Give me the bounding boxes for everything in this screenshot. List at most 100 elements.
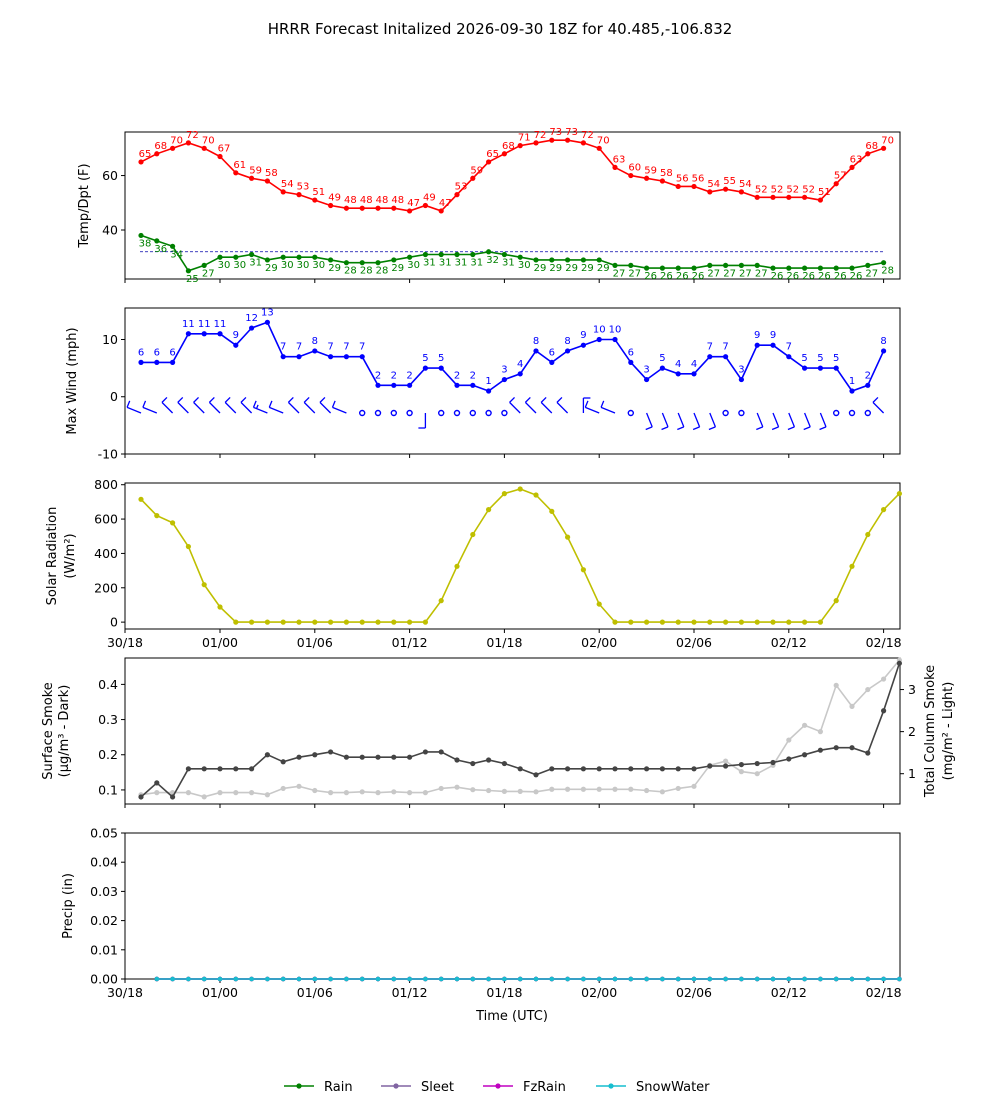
temperature-label: 72 — [534, 130, 547, 141]
dewpoint-label: 29 — [565, 263, 578, 274]
dewpoint-point — [659, 265, 666, 271]
dewpoint-point — [312, 254, 318, 260]
temperature-label: 73 — [549, 127, 562, 138]
y-tick-label: 60 — [102, 168, 118, 183]
wind-barb-flag — [208, 396, 215, 403]
dewpoint-point — [185, 268, 191, 274]
snowwater-point — [375, 976, 381, 982]
dewpoint-point — [802, 265, 808, 271]
wind-barb — [126, 400, 142, 414]
temperature-point — [707, 189, 713, 195]
dewpoint-point — [296, 254, 302, 260]
snowwater-point — [517, 976, 523, 982]
snowwater-point — [312, 976, 318, 982]
x-tick-label: 02/00 — [581, 985, 617, 1000]
wind-barb-shaft — [253, 406, 268, 414]
y-axis-label: (W/m²) — [63, 533, 78, 578]
snowwater-point — [849, 976, 855, 982]
surface-smoke-point — [549, 766, 555, 772]
solar-point — [881, 507, 887, 513]
dewpoint-label: 31 — [455, 258, 468, 269]
dewpoint-label: 27 — [755, 268, 768, 279]
x-axis-label: Time (UTC) — [475, 1009, 548, 1024]
surface-smoke-point — [659, 766, 666, 772]
column-smoke-point — [738, 769, 745, 775]
temperature-label: 70 — [202, 135, 215, 146]
surface-smoke-point — [517, 766, 523, 772]
dewpoint-label: 38 — [139, 238, 152, 249]
temperature-label: 73 — [565, 127, 578, 138]
x-tick-label: 02/00 — [581, 635, 617, 650]
wind-barb-shaft — [240, 401, 253, 414]
column-smoke-point — [201, 794, 207, 800]
max-wind-point — [786, 354, 792, 360]
max-wind-point — [580, 342, 587, 348]
temperature-point — [786, 194, 792, 200]
max-wind-line — [141, 321, 885, 392]
dewpoint-label: 27 — [707, 268, 720, 279]
wind-barb-flag — [771, 426, 779, 431]
temperature-point — [675, 183, 681, 190]
y-axis-label-right: Total Column Smoke — [923, 665, 938, 798]
max-wind-point — [517, 371, 523, 377]
wind-label: 11 — [182, 319, 195, 330]
temperature-label: 68 — [154, 141, 167, 152]
dewpoint-label: 30 — [281, 260, 294, 271]
dewpoint-point — [138, 232, 144, 239]
column-smoke-point — [438, 785, 444, 792]
dewpoint-point — [422, 251, 428, 258]
legend-swatch-marker — [495, 1083, 501, 1089]
wind-barb — [771, 412, 780, 431]
max-wind-point — [754, 342, 760, 348]
wind-barb-shaft — [540, 401, 553, 414]
legend-label: FzRain — [523, 1080, 566, 1095]
max-wind-point — [501, 376, 507, 383]
surface-smoke-point — [391, 754, 397, 760]
temperature-label: 48 — [344, 195, 357, 206]
dewpoint-label: 30 — [312, 260, 325, 271]
dewpoint-label: 26 — [771, 271, 784, 282]
y-tick-label: 0.4 — [98, 677, 118, 692]
wind-label: 7 — [786, 342, 792, 353]
wind-barb — [224, 396, 237, 414]
surface-smoke-point — [486, 757, 492, 763]
dewpoint-label: 31 — [249, 258, 262, 269]
snowwater-point — [154, 976, 160, 982]
temperature-point — [865, 151, 871, 157]
dewpoint-point — [707, 262, 713, 268]
wind-barb — [645, 412, 653, 431]
temperature-point — [723, 186, 729, 192]
wind-barb-flag — [661, 426, 669, 431]
x-tick-label: 01/00 — [202, 635, 238, 650]
wind-barb — [756, 412, 764, 431]
wind-barb — [600, 400, 616, 414]
wind-barb-shaft — [287, 401, 300, 414]
legend-label: Rain — [324, 1080, 353, 1095]
wind-barb-shaft — [661, 412, 669, 428]
temperature-point — [359, 205, 365, 211]
wind-barb — [303, 396, 316, 414]
temperature-point — [612, 164, 618, 170]
surface-smoke-point — [786, 756, 792, 762]
solar-point — [170, 520, 176, 526]
solar-point — [833, 598, 839, 604]
dewpoint-label: 26 — [834, 271, 847, 282]
dewpoint-label: 30 — [233, 260, 246, 271]
dewpoint-point — [770, 265, 776, 271]
solar-point — [517, 486, 523, 492]
x-tick-label: 01/12 — [392, 985, 428, 1000]
max-wind-point — [596, 336, 602, 343]
temperature-label: 56 — [676, 173, 689, 184]
snowwater-point — [359, 976, 365, 982]
dewpoint-label: 27 — [202, 268, 215, 279]
wind-barb — [819, 412, 827, 431]
dewpoint-label: 26 — [692, 271, 705, 282]
max-wind-point — [249, 325, 255, 331]
solar-point — [596, 601, 602, 607]
temperature-label: 58 — [265, 168, 278, 179]
temperature-label: 63 — [850, 154, 863, 165]
column-smoke-point — [312, 787, 318, 794]
snowwater-point — [818, 976, 823, 982]
surface-smoke-point — [580, 766, 587, 772]
